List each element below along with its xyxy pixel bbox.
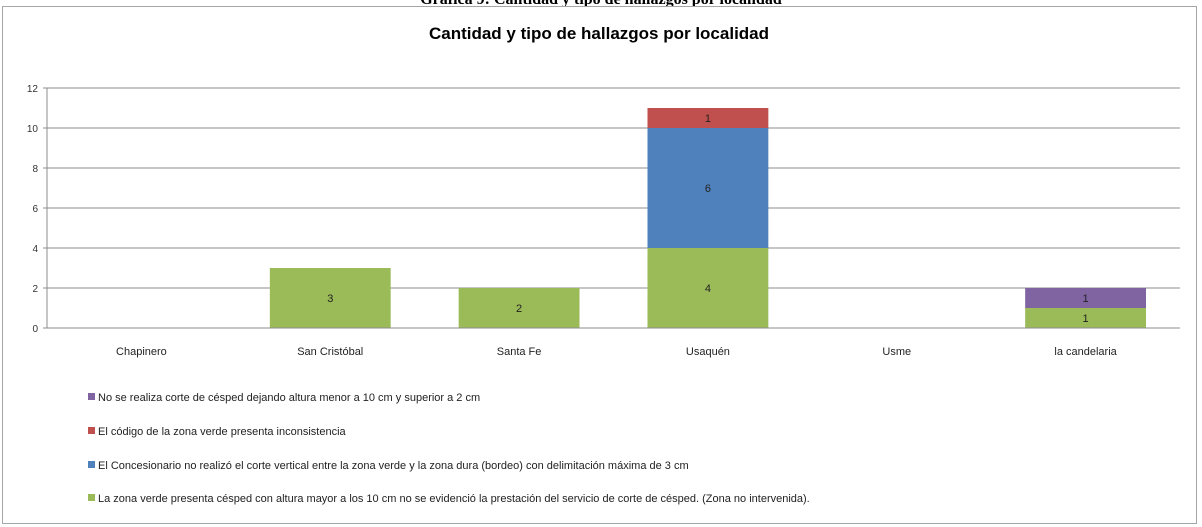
legend-label: El código de la zona verde presenta inco… xyxy=(98,426,347,438)
y-tick-label: 8 xyxy=(32,164,38,175)
bar-segment xyxy=(269,268,391,328)
legend-swatch xyxy=(88,393,95,400)
x-category-label: San Cristóbal xyxy=(297,346,363,358)
data-labels: 3 2 4 6 1 1 1 xyxy=(327,113,1088,325)
x-category-label: Usaquén xyxy=(686,346,730,358)
chart-frame: Cantidad y tipo de hallazgos por localid… xyxy=(2,6,1197,524)
x-category-label: Chapinero xyxy=(116,346,167,358)
legend-swatch xyxy=(88,494,95,501)
y-tick-label: 10 xyxy=(27,124,39,135)
bar-segment xyxy=(647,108,769,128)
x-category-label: Usme xyxy=(882,346,911,358)
y-tick-label: 0 xyxy=(32,324,38,335)
legend-swatch xyxy=(88,461,95,468)
bar-segment xyxy=(647,248,769,328)
bar-segment xyxy=(647,128,769,248)
bar-segment xyxy=(458,288,580,328)
data-label: 6 xyxy=(705,183,711,195)
bar-segment xyxy=(1025,288,1147,308)
data-label: 1 xyxy=(1083,313,1089,325)
y-tick-label: 6 xyxy=(32,204,38,215)
legend: No se realiza corte de césped dejando al… xyxy=(88,392,810,505)
x-category-label: Santa Fe xyxy=(497,346,542,358)
stacked-bar-chart: Cantidad y tipo de hallazgos por localid… xyxy=(27,24,1180,505)
x-category-label: la candelaria xyxy=(1054,346,1117,358)
legend-label: No se realiza corte de césped dejando al… xyxy=(98,392,480,404)
chart-title: Cantidad y tipo de hallazgos por localid… xyxy=(429,24,769,43)
gridlines xyxy=(47,87,1180,329)
y-tick-label: 2 xyxy=(32,284,38,295)
legend-swatch xyxy=(88,427,95,434)
data-label: 3 xyxy=(327,293,333,305)
legend-label: La zona verde presenta césped con altura… xyxy=(98,493,810,505)
bars xyxy=(269,108,1147,328)
bar-segment xyxy=(1025,308,1147,328)
data-label: 1 xyxy=(1083,293,1089,305)
y-tick-label: 4 xyxy=(32,244,38,255)
data-label: 1 xyxy=(705,113,711,125)
data-label: 2 xyxy=(516,303,522,315)
document-heading: Gráfica 9: Cantidad y tipo de hallazgos … xyxy=(0,0,1202,9)
data-label: 4 xyxy=(705,283,711,295)
legend-label: El Concesionario no realizó el corte ver… xyxy=(98,460,689,472)
y-tick-label: 12 xyxy=(27,84,39,95)
